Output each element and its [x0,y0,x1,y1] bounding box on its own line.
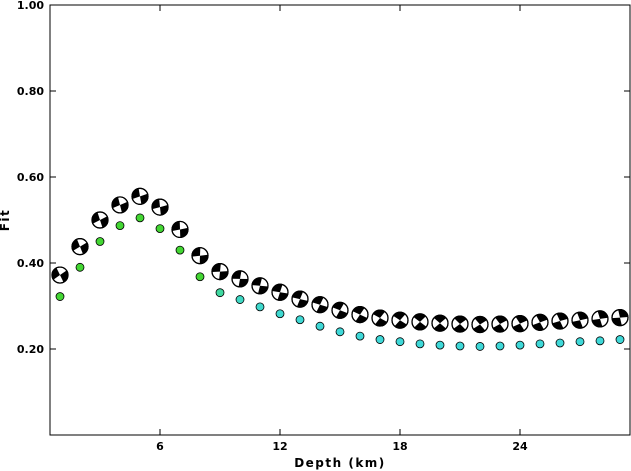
focal-mechanism-icon [91,211,109,229]
fit-point [235,295,245,304]
focal-mechanism-icon [431,314,449,332]
focal-mechanism-icon [131,187,149,205]
fit-point [495,341,505,351]
fit-point [275,309,285,319]
data-marks [51,187,629,351]
fit-point [335,327,345,337]
y-tick-label: 0.60 [17,171,44,184]
fit-point [455,341,465,351]
fit-point [115,221,125,230]
plot-frame [49,4,631,436]
focal-mechanism-icon [251,277,269,295]
fit-point [415,339,425,349]
focal-mechanism-icon [411,313,429,331]
focal-mechanism-icon [111,196,129,214]
focal-mechanism-icon [491,315,509,333]
fit-point [515,340,525,350]
fit-point [295,315,305,325]
fit-point [255,302,265,312]
fit-point [475,342,485,351]
focal-mechanism-icon [531,313,549,331]
fit-point [555,338,565,348]
x-tick-label: 6 [156,440,164,453]
fit-point [595,336,605,346]
focal-mechanism-icon [151,198,169,216]
x-tick-label: 18 [392,440,407,453]
focal-mechanism-icon [331,301,349,319]
focal-mechanism-icon [371,309,389,327]
y-tick-label: 0.80 [17,85,44,98]
fit-point [355,331,365,341]
fit-point [435,340,445,350]
focal-mechanism-icon [171,220,189,239]
focal-mechanism-icon [51,266,69,284]
focal-mechanism-icon [271,283,289,301]
focal-mechanism-icon [191,247,209,265]
fit-point [75,262,85,272]
focal-mechanism-icon [611,309,629,327]
focal-mechanism-icon [551,312,569,330]
y-tick-label: 0.20 [17,343,44,356]
focal-mechanism-icon [71,238,89,256]
fit-point [395,337,405,347]
x-axis-label: Depth (km) [294,456,386,470]
x-tick-label: 24 [512,440,528,453]
fit-point [615,335,625,344]
focal-mechanism-icon [451,315,469,333]
fit-point [535,339,545,349]
fit-point [175,245,185,255]
fit-point [215,288,225,298]
focal-mechanism-icon [591,310,609,328]
fit-point [575,337,585,347]
y-tick-label: 0.40 [17,257,44,270]
focal-mechanism-icon [351,306,369,324]
y-axis-label: Fit [0,209,12,232]
axis-ticks: 6 12 18 24 0.20 0.40 0.60 0.80 1.00 [17,0,630,453]
focal-mechanism-icon [391,311,409,329]
fit-point [195,272,205,282]
fit-point [135,213,145,223]
focal-mechanism-icon [211,263,229,281]
focal-mechanism-icon [471,315,489,334]
focal-mechanism-icon [231,270,249,288]
focal-mechanism-icon [291,290,309,308]
fit-point [315,321,325,331]
fit-point [55,292,65,301]
focal-mechanism-icon [511,315,529,333]
fit-point [95,237,105,246]
focal-mechanism-icon [311,296,329,314]
focal-mechanism-icon [571,311,589,329]
y-tick-label: 1.00 [17,0,44,12]
fit-point [375,335,385,344]
fit-point [155,224,165,234]
x-tick-label: 12 [272,440,287,453]
